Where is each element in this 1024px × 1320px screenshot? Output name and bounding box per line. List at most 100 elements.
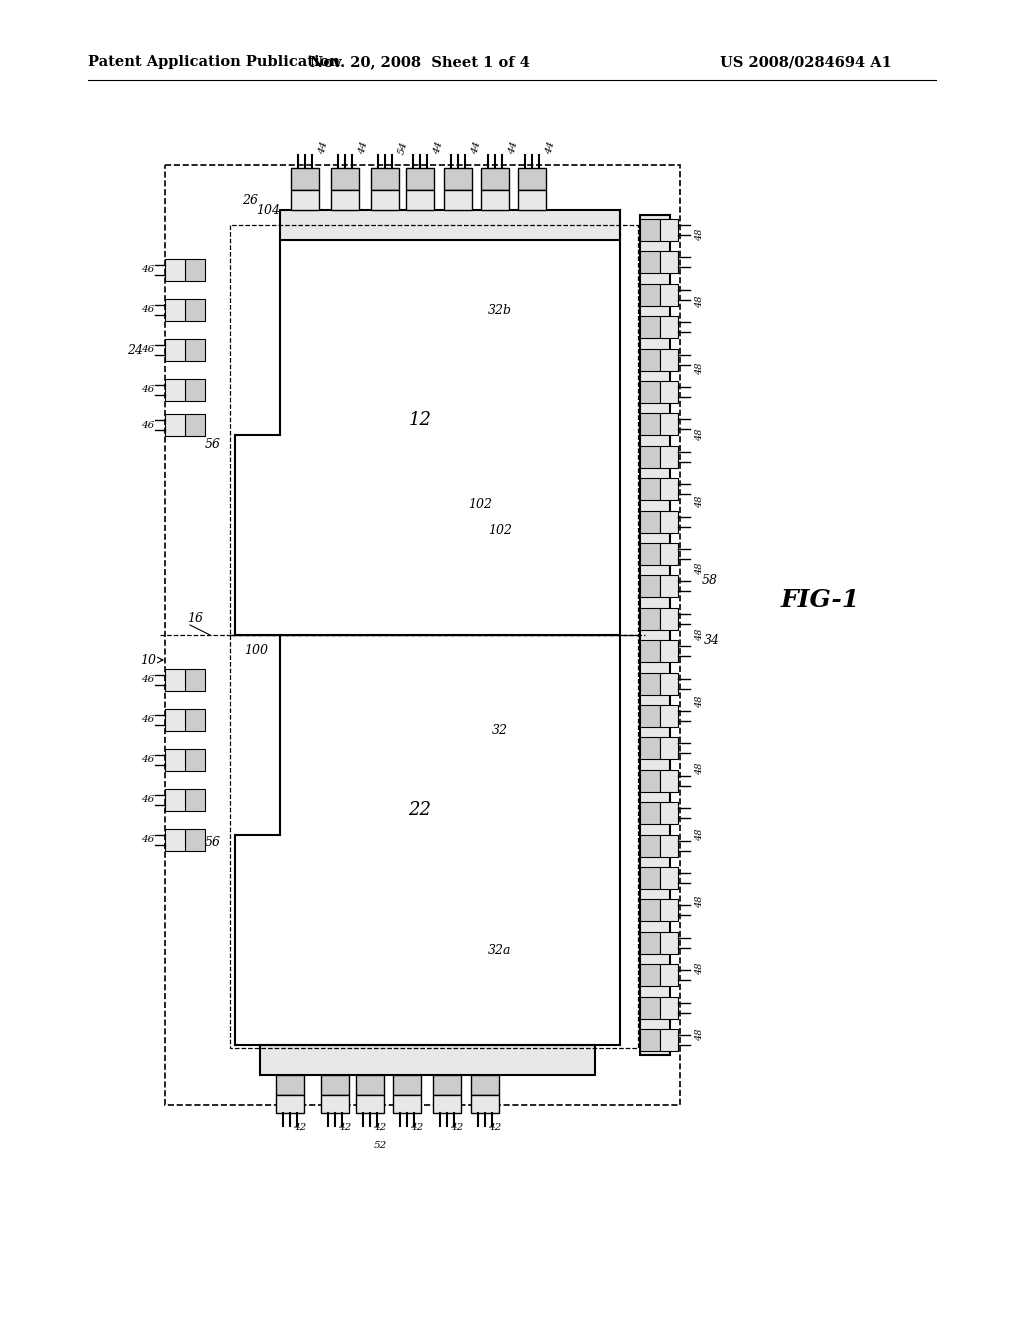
Text: 44: 44 xyxy=(544,140,556,156)
Text: 56: 56 xyxy=(205,438,221,451)
Bar xyxy=(640,997,660,1019)
Bar xyxy=(185,789,205,810)
Bar xyxy=(165,300,185,321)
Text: 44: 44 xyxy=(432,140,444,156)
Text: 24: 24 xyxy=(127,343,143,356)
Bar xyxy=(165,709,185,731)
Bar xyxy=(640,317,660,338)
Bar xyxy=(640,867,660,888)
Bar xyxy=(471,1096,499,1113)
Text: 16: 16 xyxy=(187,611,203,624)
Bar xyxy=(433,1074,461,1096)
Bar xyxy=(518,190,546,210)
Text: 100: 100 xyxy=(244,644,268,656)
Bar xyxy=(660,705,678,727)
Text: 48: 48 xyxy=(695,895,705,908)
Bar xyxy=(640,219,660,242)
Bar xyxy=(165,339,185,360)
Bar xyxy=(185,748,205,771)
Bar xyxy=(660,932,678,954)
Bar xyxy=(640,770,660,792)
Text: 48: 48 xyxy=(695,296,705,308)
Bar xyxy=(165,414,185,436)
Bar xyxy=(640,932,660,954)
Bar xyxy=(660,640,678,663)
Bar xyxy=(660,381,678,403)
Bar xyxy=(660,1030,678,1051)
Text: 12: 12 xyxy=(409,411,431,429)
Bar xyxy=(393,1096,421,1113)
Text: 32: 32 xyxy=(492,723,508,737)
Bar xyxy=(660,899,678,921)
Text: 48: 48 xyxy=(695,362,705,375)
Bar xyxy=(660,770,678,792)
Bar xyxy=(185,669,205,690)
Text: 48: 48 xyxy=(695,762,705,775)
Text: 102: 102 xyxy=(468,499,492,511)
Bar xyxy=(640,543,660,565)
Text: 48: 48 xyxy=(695,429,705,441)
Bar xyxy=(331,190,359,210)
Text: 102: 102 xyxy=(488,524,512,536)
Bar xyxy=(640,284,660,306)
Text: 42: 42 xyxy=(488,1123,502,1133)
Bar xyxy=(640,673,660,694)
Bar xyxy=(165,669,185,690)
Bar xyxy=(371,168,399,190)
Text: 48: 48 xyxy=(695,962,705,974)
Bar xyxy=(660,348,678,371)
Bar xyxy=(640,705,660,727)
Bar xyxy=(165,829,185,851)
Bar xyxy=(640,964,660,986)
Text: 32b: 32b xyxy=(488,304,512,317)
Text: 44: 44 xyxy=(357,140,369,156)
Bar xyxy=(660,673,678,694)
Text: 48: 48 xyxy=(695,228,705,242)
Bar xyxy=(185,379,205,401)
Text: Patent Application Publication: Patent Application Publication xyxy=(88,55,340,69)
Bar xyxy=(660,964,678,986)
Bar xyxy=(321,1074,349,1096)
Text: 42: 42 xyxy=(451,1123,464,1133)
Bar xyxy=(518,168,546,190)
Bar xyxy=(660,284,678,306)
Bar xyxy=(291,190,319,210)
Bar xyxy=(660,576,678,598)
Text: 42: 42 xyxy=(411,1123,424,1133)
Bar xyxy=(660,834,678,857)
Text: US 2008/0284694 A1: US 2008/0284694 A1 xyxy=(720,55,892,69)
Bar xyxy=(185,300,205,321)
Bar xyxy=(640,478,660,500)
Bar xyxy=(165,259,185,281)
Text: 26: 26 xyxy=(242,194,258,206)
Text: 42: 42 xyxy=(338,1123,351,1133)
Bar xyxy=(291,168,319,190)
Bar xyxy=(640,348,660,371)
Bar xyxy=(471,1074,499,1096)
Bar xyxy=(276,1096,304,1113)
Bar xyxy=(640,803,660,824)
Bar xyxy=(640,899,660,921)
Bar xyxy=(640,1030,660,1051)
Bar xyxy=(185,259,205,281)
Text: 46: 46 xyxy=(141,836,155,845)
Text: 52: 52 xyxy=(374,1140,387,1150)
Text: 46: 46 xyxy=(141,421,155,429)
Bar xyxy=(371,190,399,210)
Bar xyxy=(640,607,660,630)
Bar xyxy=(640,215,670,1055)
Bar xyxy=(165,379,185,401)
Text: 46: 46 xyxy=(141,715,155,725)
Bar xyxy=(660,251,678,273)
Bar xyxy=(660,317,678,338)
Text: 10: 10 xyxy=(140,653,156,667)
Text: 48: 48 xyxy=(695,1028,705,1041)
Bar xyxy=(640,834,660,857)
Bar xyxy=(481,168,509,190)
Bar xyxy=(185,829,205,851)
Bar xyxy=(165,748,185,771)
Text: 46: 46 xyxy=(141,346,155,355)
Bar xyxy=(640,576,660,598)
Bar xyxy=(276,1074,304,1096)
Text: 44: 44 xyxy=(470,140,482,156)
